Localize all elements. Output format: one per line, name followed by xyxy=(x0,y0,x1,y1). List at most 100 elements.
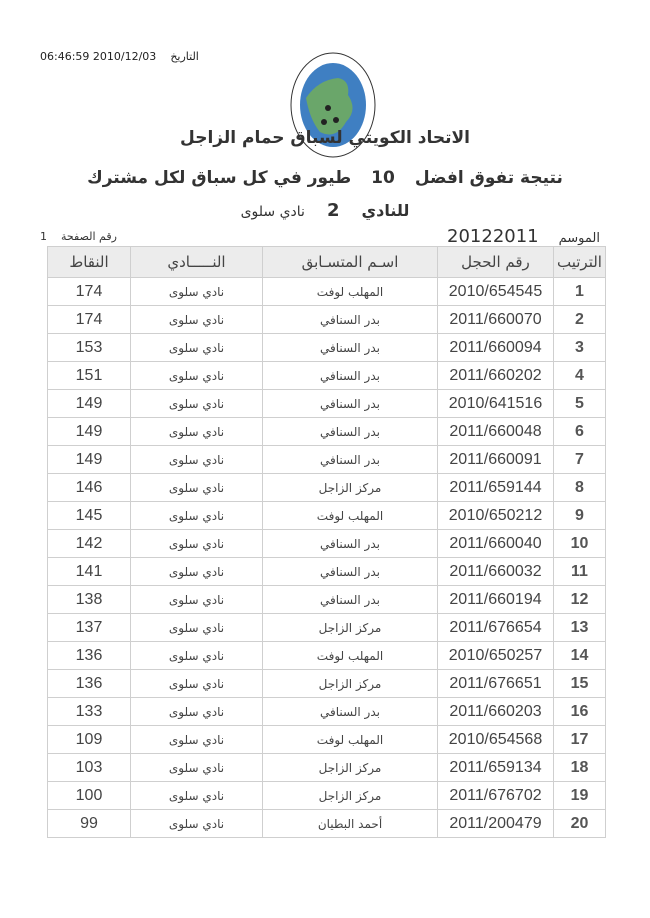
club-cell: نادي سلوى xyxy=(130,641,263,670)
club-cell: نادي سلوى xyxy=(130,669,263,698)
table-row: 2 2011/660070 بدر السنافي نادي سلوى 174 xyxy=(47,305,606,334)
fancier-name-cell: المهلب لوفت xyxy=(262,725,438,754)
ring-number-cell: 2010/654545 xyxy=(437,277,554,306)
rank-cell: 1 xyxy=(553,277,606,306)
fancier-name-cell: بدر السنافي xyxy=(262,585,438,614)
federation-logo xyxy=(288,50,378,168)
points-cell: 141 xyxy=(47,557,131,586)
page-label: رقم الصفحة xyxy=(61,230,117,243)
points-cell: 136 xyxy=(47,669,131,698)
ring-number-cell: 2011/660194 xyxy=(437,585,554,614)
points-cell: 109 xyxy=(47,725,131,754)
ring-number-cell: 2011/660040 xyxy=(437,529,554,558)
club-cell: نادي سلوى xyxy=(130,557,263,586)
subtitle-part-b: طيور في كل سباق لكل مشترك xyxy=(87,168,352,188)
table-row: 18 2011/659134 مركز الزاجل نادي سلوى 103 xyxy=(47,753,606,782)
subtitle-count: 10 xyxy=(371,168,395,188)
ring-number-cell: 2011/659134 xyxy=(437,753,554,782)
rank-cell: 18 xyxy=(553,753,606,782)
table-row: 4 2011/660202 بدر السنافي نادي سلوى 151 xyxy=(47,361,606,390)
club-cell: نادي سلوى xyxy=(130,361,263,390)
ring-number-cell: 2010/650212 xyxy=(437,501,554,530)
table-header: الترتيب رقم الحجل اسـم المتسـابق النــــ… xyxy=(47,246,606,278)
ring-number-cell: 2011/660032 xyxy=(437,557,554,586)
fancier-name-cell: المهلب لوفت xyxy=(262,641,438,670)
season: الموسم 20122011 xyxy=(447,226,600,247)
ring-number-cell: 2011/660202 xyxy=(437,361,554,390)
ring-number-cell: 2010/654568 xyxy=(437,725,554,754)
rank-cell: 11 xyxy=(553,557,606,586)
rank-cell: 15 xyxy=(553,669,606,698)
table-row: 6 2011/660048 بدر السنافي نادي سلوى 149 xyxy=(47,417,606,446)
table-row: 5 2010/641516 بدر السنافي نادي سلوى 149 xyxy=(47,389,606,418)
page-title: الاتحاد الكويتي لسباق حمام الزاجل xyxy=(180,128,470,148)
rank-cell: 9 xyxy=(553,501,606,530)
rank-cell: 5 xyxy=(553,389,606,418)
subtitle-part-a: نتيجة تفوق افضل xyxy=(414,168,563,188)
table-row: 8 2011/659144 مركز الزاجل نادي سلوى 146 xyxy=(47,473,606,502)
rank-cell: 8 xyxy=(553,473,606,502)
fancier-name-cell: مركز الزاجل xyxy=(262,781,438,810)
points-cell: 99 xyxy=(47,809,131,838)
page-value: 1 xyxy=(40,230,47,243)
club-cell: نادي سلوى xyxy=(130,585,263,614)
points-cell: 142 xyxy=(47,529,131,558)
points-cell: 133 xyxy=(47,697,131,726)
club-number: 2 xyxy=(326,200,340,221)
points-cell: 136 xyxy=(47,641,131,670)
ring-number-cell: 2011/660203 xyxy=(437,697,554,726)
col-points: النقاط xyxy=(47,246,131,278)
rank-cell: 4 xyxy=(553,361,606,390)
table-row: 10 2011/660040 بدر السنافي نادي سلوى 142 xyxy=(47,529,606,558)
points-cell: 145 xyxy=(47,501,131,530)
table-row: 17 2010/654568 المهلب لوفت نادي سلوى 109 xyxy=(47,725,606,754)
club-cell: نادي سلوى xyxy=(130,529,263,558)
ring-number-cell: 2011/676702 xyxy=(437,781,554,810)
fancier-name-cell: بدر السنافي xyxy=(262,389,438,418)
club-cell: نادي سلوى xyxy=(130,697,263,726)
table-row: 14 2010/650257 المهلب لوفت نادي سلوى 136 xyxy=(47,641,606,670)
results-table: الترتيب رقم الحجل اسـم المتسـابق النــــ… xyxy=(47,246,606,838)
points-cell: 153 xyxy=(47,333,131,362)
club-cell: نادي سلوى xyxy=(130,333,263,362)
table-row: 3 2011/660094 بدر السنافي نادي سلوى 153 xyxy=(47,333,606,362)
fancier-name-cell: بدر السنافي xyxy=(262,557,438,586)
club-cell: نادي سلوى xyxy=(130,389,263,418)
fancier-name-cell: بدر السنافي xyxy=(262,305,438,334)
date-value: 06:46:59 2010/12/03 xyxy=(40,50,157,63)
club-cell: نادي سلوى xyxy=(130,473,263,502)
table-row: 16 2011/660203 بدر السنافي نادي سلوى 133 xyxy=(47,697,606,726)
ring-number-cell: 2011/659144 xyxy=(437,473,554,502)
ring-number-cell: 2010/650257 xyxy=(437,641,554,670)
rank-cell: 6 xyxy=(553,417,606,446)
points-cell: 149 xyxy=(47,389,131,418)
fancier-name-cell: بدر السنافي xyxy=(262,361,438,390)
club-cell: نادي سلوى xyxy=(130,613,263,642)
rank-cell: 17 xyxy=(553,725,606,754)
club-heading: للنادي 2 نادي سلوى xyxy=(0,200,650,221)
season-value: 20122011 xyxy=(447,226,539,247)
ring-number-cell: 2011/660094 xyxy=(437,333,554,362)
rank-cell: 16 xyxy=(553,697,606,726)
fancier-name-cell: بدر السنافي xyxy=(262,529,438,558)
rank-cell: 12 xyxy=(553,585,606,614)
fancier-name-cell: المهلب لوفت xyxy=(262,501,438,530)
club-cell: نادي سلوى xyxy=(130,725,263,754)
fancier-name-cell: بدر السنافي xyxy=(262,697,438,726)
rank-cell: 20 xyxy=(553,809,606,838)
rank-cell: 3 xyxy=(553,333,606,362)
club-cell: نادي سلوى xyxy=(130,277,263,306)
date-label: التاريخ xyxy=(170,50,199,63)
ring-number-cell: 2011/676651 xyxy=(437,669,554,698)
rank-cell: 13 xyxy=(553,613,606,642)
ring-number-cell: 2011/676654 xyxy=(437,613,554,642)
club-cell: نادي سلوى xyxy=(130,809,263,838)
points-cell: 149 xyxy=(47,417,131,446)
fancier-name-cell: بدر السنافي xyxy=(262,417,438,446)
report-date: 06:46:59 2010/12/03 التاريخ xyxy=(40,50,199,63)
club-cell: نادي سلوى xyxy=(130,445,263,474)
rank-cell: 7 xyxy=(553,445,606,474)
report-subtitle: نتيجة تفوق افضل 10 طيور في كل سباق لكل مشت… xyxy=(0,168,650,188)
table-row: 20 2011/200479 أحمد البطيان نادي سلوى 99 xyxy=(47,809,606,838)
rank-cell: 19 xyxy=(553,781,606,810)
